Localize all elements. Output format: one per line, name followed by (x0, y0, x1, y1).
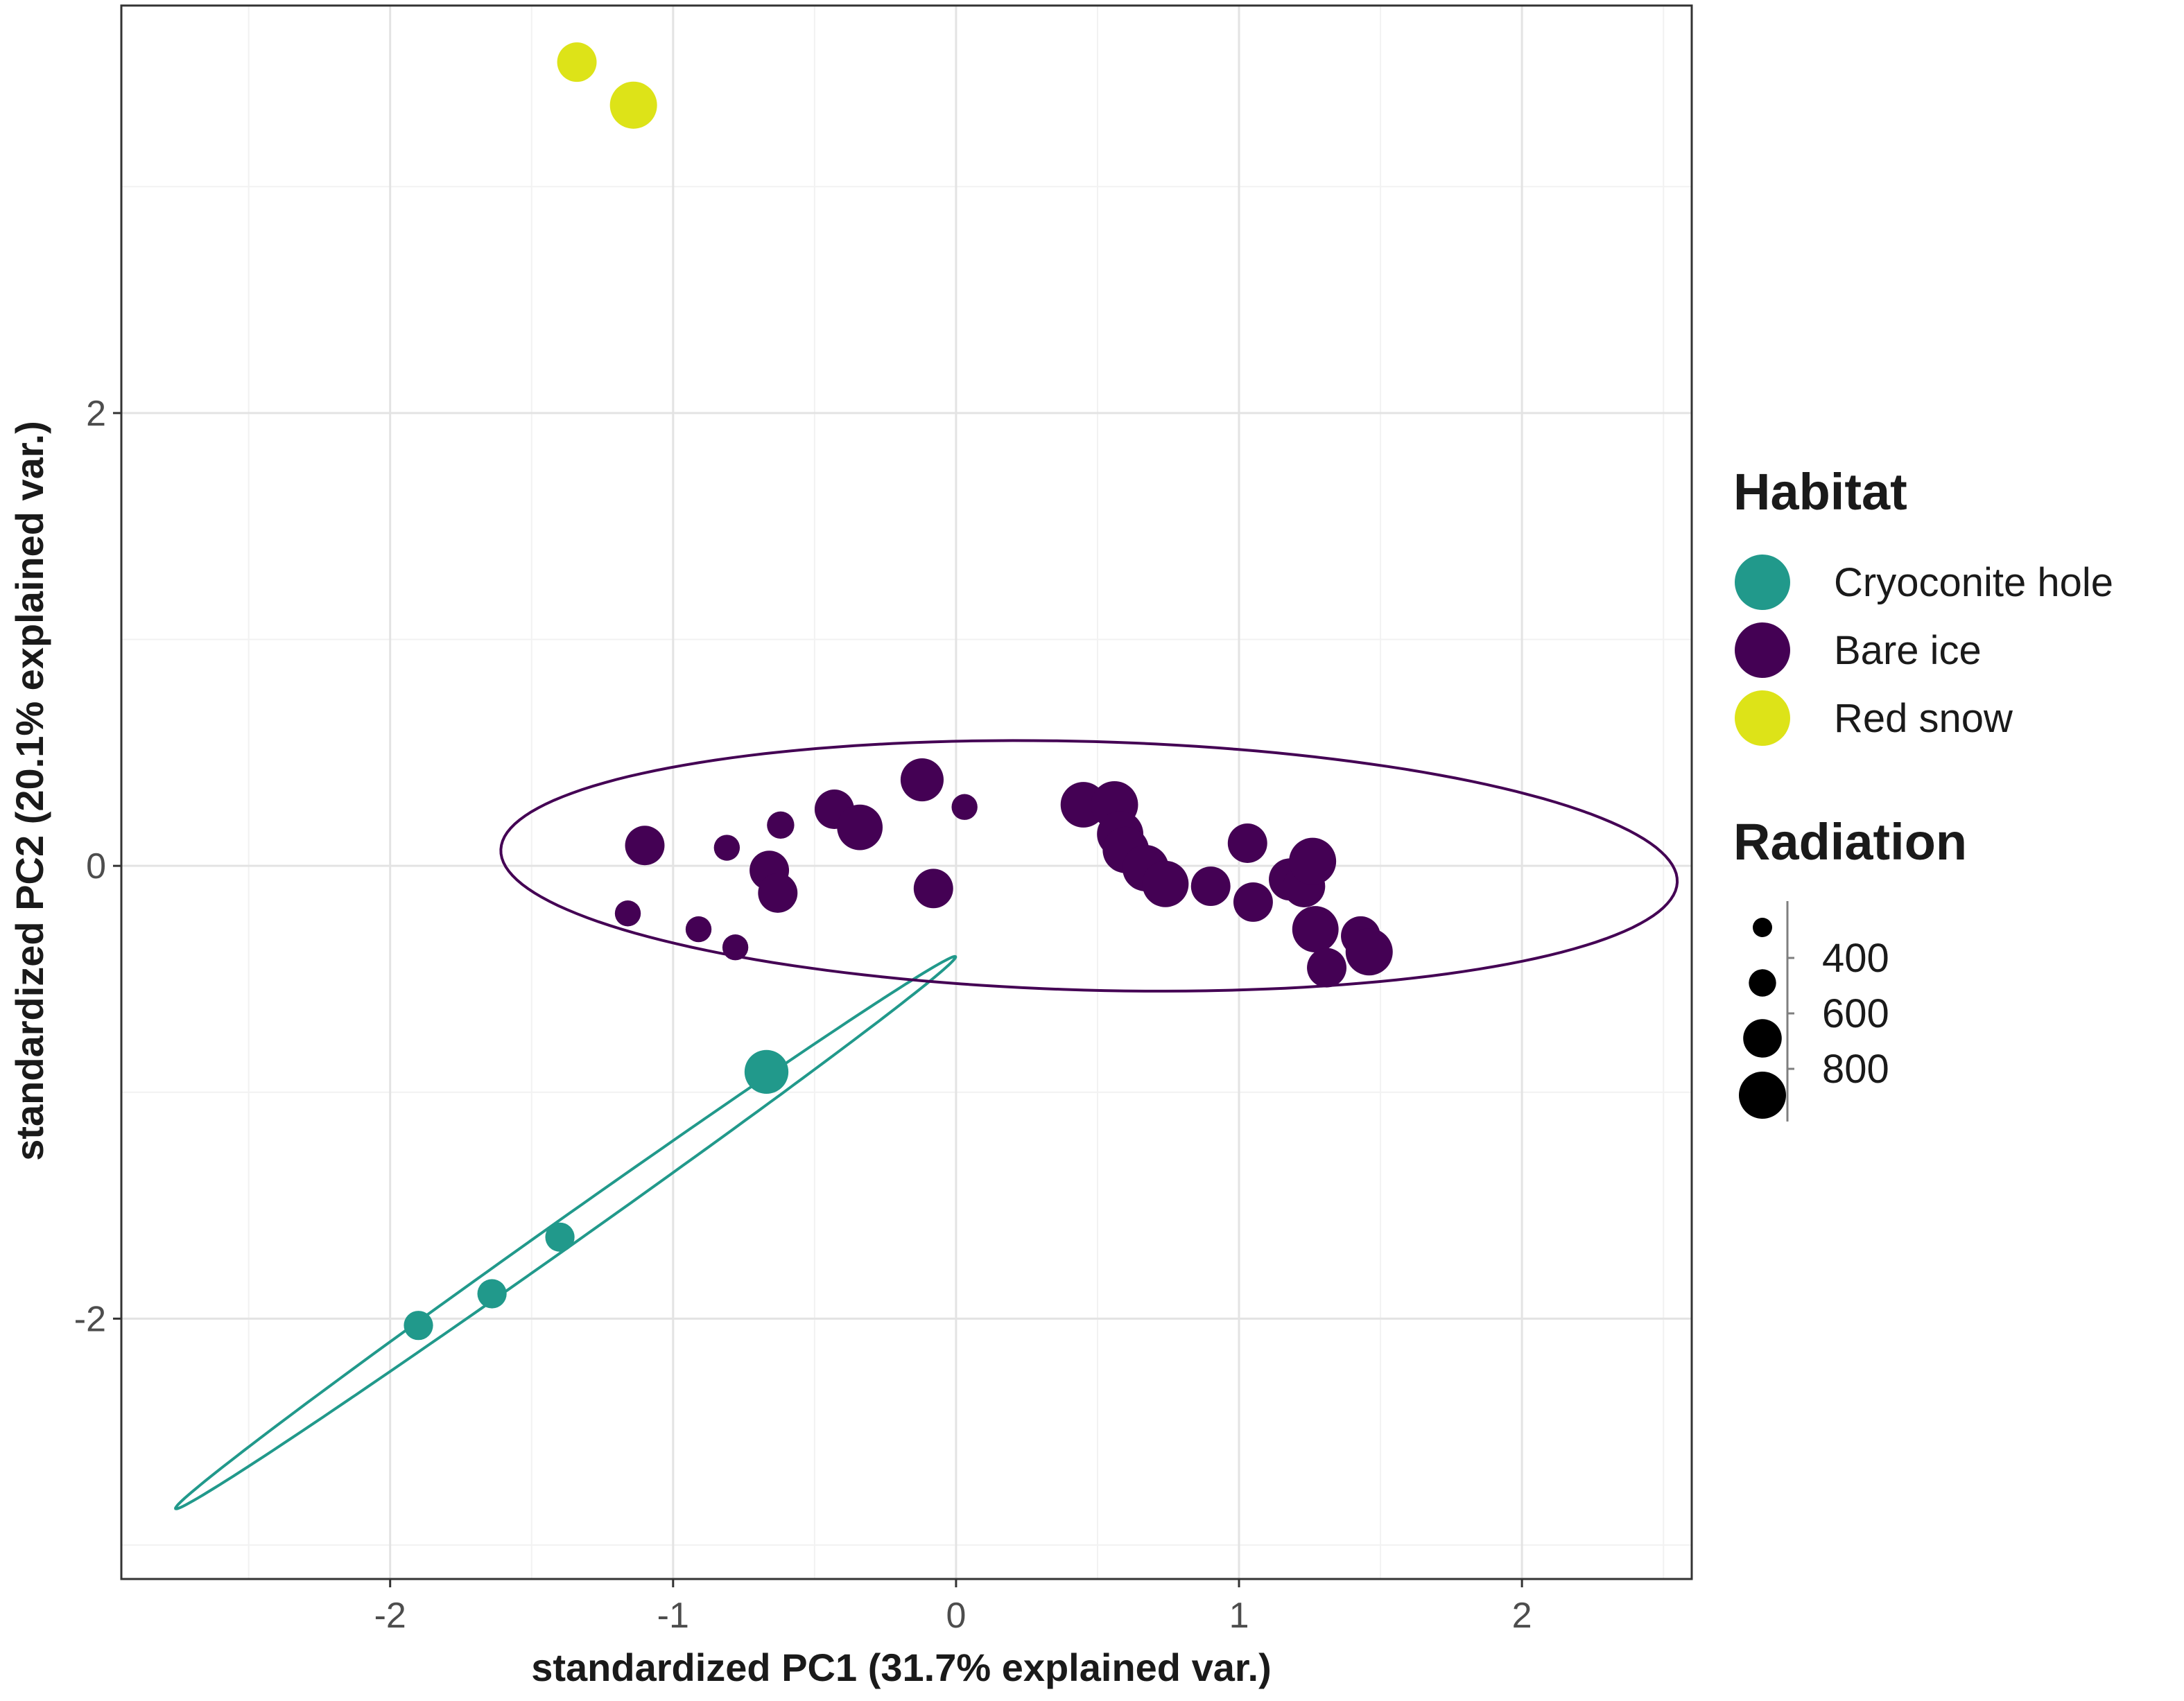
bare-ice-point (685, 916, 712, 943)
legend-label-red-snow: Red snow (1834, 696, 2013, 741)
bare-ice-point (713, 835, 740, 861)
major-gridlines (121, 6, 1692, 1579)
bare-ice-point (1142, 860, 1189, 907)
legend-key-red-snow (1735, 690, 1790, 746)
radiation-size-key (1743, 1019, 1782, 1058)
red-snow-point (609, 81, 657, 129)
bare-ice-point (625, 826, 665, 866)
data-points (404, 42, 1393, 1341)
legend-habitat-entries: Cryoconite hole Bare ice Red snow (1735, 555, 2113, 746)
bare-ice-ellipse (499, 739, 1679, 993)
x-tick-label: -2 (374, 1596, 406, 1636)
minor-gridlines (121, 6, 1692, 1579)
radiation-size-key (1739, 1072, 1786, 1119)
radiation-break-label: 400 (1822, 936, 1889, 981)
plot-panel-border (120, 4, 1693, 1580)
radiation-size-key (1749, 969, 1776, 997)
bare-ice-point (758, 873, 798, 913)
bare-ice-point (614, 900, 641, 927)
x-tick-label: 2 (1512, 1596, 1532, 1636)
axis-ticks: -2 -1 0 1 2 -2 0 2 (74, 394, 1532, 1636)
radiation-size-key (1753, 918, 1772, 937)
bare-ice-point (1227, 823, 1267, 863)
x-tick-label: 0 (946, 1596, 966, 1636)
bare-ice-point (900, 758, 944, 802)
bare-ice-point (951, 794, 978, 820)
bare-ice-point (1345, 928, 1393, 976)
legend-radiation-title: Radiation (1733, 813, 1967, 871)
legend-key-cryoconite-hole (1735, 555, 1790, 610)
legend-habitat-title: Habitat (1733, 463, 1907, 521)
bare-ice-point (722, 934, 749, 961)
legend-label-cryoconite-hole: Cryoconite hole (1834, 560, 2113, 605)
y-tick-label: -2 (74, 1299, 106, 1339)
cryoconite-hole-point (477, 1279, 507, 1309)
cryoconite-hole-point (744, 1049, 789, 1094)
legend-label-bare-ice: Bare ice (1834, 628, 1982, 673)
red-snow-point (557, 42, 597, 82)
y-axis-title: standardized PC2 (20.1% explained var.) (8, 421, 51, 1161)
x-tick-label: 1 (1229, 1596, 1249, 1636)
bare-ice-point (767, 811, 795, 839)
cryoconite-hole-point (545, 1222, 575, 1252)
y-tick-label: 0 (86, 846, 106, 887)
bare-ice-point (1292, 906, 1339, 953)
cryoconite-hole-point (404, 1311, 433, 1341)
legend-key-bare-ice (1735, 622, 1790, 678)
x-axis-title: standardized PC1 (31.7% explained var.) (531, 1646, 1272, 1689)
x-tick-label: -1 (657, 1596, 689, 1636)
bare-ice-point (1307, 948, 1347, 988)
bare-ice-point (1233, 882, 1273, 922)
legend-radiation-entries: 400 600 800 (1739, 901, 1889, 1122)
bare-ice-point (837, 804, 883, 850)
confidence-ellipses (173, 739, 1679, 1510)
y-tick-label: 2 (86, 394, 106, 434)
radiation-break-label: 600 (1822, 991, 1889, 1036)
bare-ice-point (1289, 837, 1337, 885)
bare-ice-point (913, 869, 953, 909)
radiation-break-label: 800 (1822, 1047, 1889, 1092)
bare-ice-point (1190, 866, 1231, 907)
